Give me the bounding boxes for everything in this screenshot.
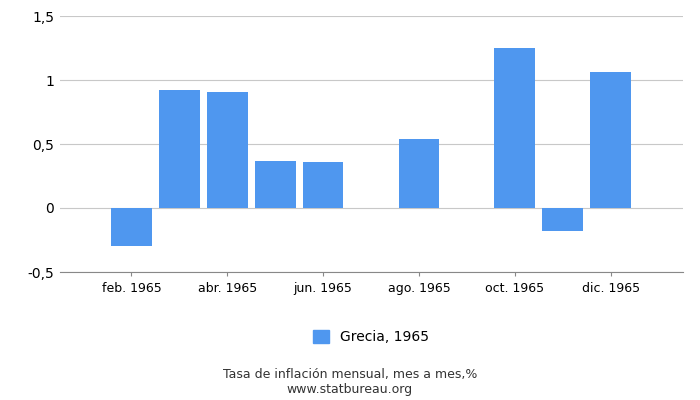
Bar [302, 162, 344, 208]
Bar [255, 161, 295, 208]
Bar [494, 48, 535, 208]
Bar [542, 208, 583, 231]
Bar [111, 208, 152, 246]
Bar [398, 139, 440, 208]
Bar [159, 90, 200, 208]
Text: www.statbureau.org: www.statbureau.org [287, 383, 413, 396]
Text: Tasa de inflación mensual, mes a mes,%: Tasa de inflación mensual, mes a mes,% [223, 368, 477, 381]
Legend: Grecia, 1965: Grecia, 1965 [313, 330, 429, 344]
Bar [207, 92, 248, 208]
Bar [590, 72, 631, 208]
